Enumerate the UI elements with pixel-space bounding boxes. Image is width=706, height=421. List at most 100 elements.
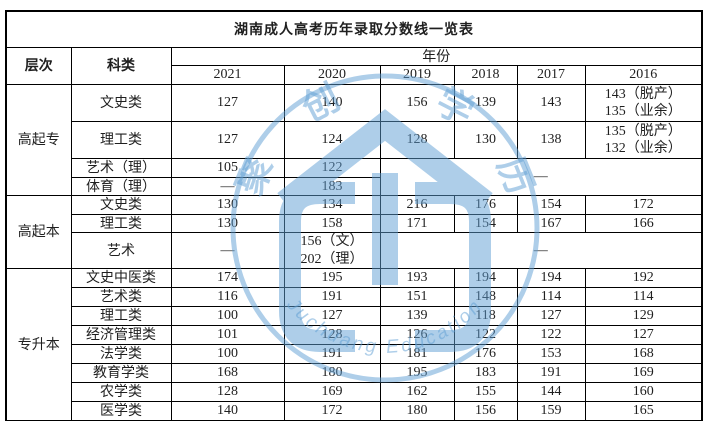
score-cell: 194	[516, 268, 586, 288]
score-cell: 172	[584, 195, 703, 215]
score-cell: 181	[379, 344, 455, 364]
table-row: 理工类 100 127 139 118 127 129	[6, 306, 703, 326]
category-cell: 艺术（理）	[70, 158, 172, 178]
score-cell: 118	[453, 306, 518, 326]
score-cell: 143（脱产） 135（业余）	[584, 84, 703, 122]
table-row: 农学类 128 169 162 155 144 160	[6, 382, 703, 402]
score-cell: 127	[170, 121, 285, 159]
score-cell: 126	[379, 325, 455, 345]
level-cell: 专升本	[5, 268, 72, 421]
category-cell: 教育学类	[70, 363, 172, 383]
table-row: 艺术类 116 191 151 148 114 114	[6, 287, 703, 307]
score-cell: 114	[584, 287, 703, 307]
score-cell: 140	[283, 84, 381, 122]
score-cell: 192	[584, 268, 703, 288]
score-cell: 168	[584, 344, 703, 364]
score-cell: —	[170, 232, 285, 269]
table-row: 医学类 140 172 180 156 159 165	[6, 401, 703, 421]
score-cell: 160	[584, 382, 703, 402]
score-cell: 130	[453, 121, 518, 159]
score-cell: 166	[584, 213, 703, 233]
score-cell: 172	[283, 401, 381, 421]
score-cell: 162	[379, 382, 455, 402]
score-cell: 193	[379, 268, 455, 288]
column-header-category: 科类	[70, 46, 172, 85]
table-row: 教育学类 168 180 195 183 191 169	[6, 363, 703, 383]
score-cell: 191	[516, 363, 586, 383]
score-cell: 216	[379, 195, 455, 215]
score-cell: 130	[170, 213, 285, 233]
table-row: 经济管理类 101 128 126 122 122 127	[6, 325, 703, 345]
category-cell: 农学类	[70, 382, 172, 402]
score-cell: 139	[453, 84, 518, 122]
table-row: 高起本 文史类 130 134 216 176 154 172	[5, 195, 703, 269]
score-cell: 144	[516, 382, 586, 402]
score-cell: 167	[516, 213, 586, 233]
score-cell: 176	[453, 195, 518, 215]
score-cell: 151	[379, 287, 455, 307]
score-cell: 156（文） 202（理）	[283, 232, 381, 269]
score-cell: 154	[453, 213, 518, 233]
table-row: 艺术（理） 105 122 —	[6, 158, 703, 196]
score-cell: 171	[379, 213, 455, 233]
category-cell: 文史中医类	[70, 268, 172, 288]
score-cell: 100	[170, 344, 285, 364]
category-cell: 理工类	[70, 213, 172, 233]
score-cell: 176	[453, 344, 518, 364]
score-cell: 154	[516, 195, 586, 215]
score-cell: 155	[453, 382, 518, 402]
score-cell: 195	[283, 268, 381, 288]
score-cell: 159	[516, 401, 586, 421]
score-cell: 191	[283, 344, 381, 364]
year-header: 2019	[379, 65, 455, 85]
level-cell: 高起专	[5, 84, 72, 196]
year-header: 2018	[453, 65, 518, 85]
score-cell: 127	[584, 325, 703, 345]
score-cell: 130	[170, 195, 285, 215]
score-cell: 148	[453, 287, 518, 307]
score-cell: 143	[516, 84, 586, 122]
score-cell: 122	[453, 325, 518, 345]
score-cell: 174	[170, 268, 285, 288]
category-cell: 经济管理类	[70, 325, 172, 345]
score-cell: 127	[516, 306, 586, 326]
score-cell: 158	[283, 213, 381, 233]
score-cell: 194	[453, 268, 518, 288]
score-cell: 153	[516, 344, 586, 364]
score-cell: 180	[283, 363, 381, 383]
score-cell: 156	[453, 401, 518, 421]
score-cell: 128	[170, 382, 285, 402]
score-cell: 195	[379, 363, 455, 383]
table-row: 理工类 130 158 171 154 167 166	[6, 213, 703, 233]
score-cell: 101	[170, 325, 285, 345]
year-header: 2016	[584, 65, 703, 85]
score-cell: 116	[170, 287, 285, 307]
year-header: 2021	[170, 65, 285, 85]
score-cell: 169	[584, 363, 703, 383]
category-cell: 艺术	[70, 232, 172, 269]
score-cell: —	[170, 176, 285, 196]
score-table: 湖南成人高考历年录取分数线一览表 层次 科类 年份 2021 2020 2019…	[5, 10, 703, 421]
score-cell: 122	[283, 158, 381, 178]
merged-score-cell: —	[379, 158, 703, 196]
score-cell: 127	[283, 306, 381, 326]
score-cell: 169	[283, 382, 381, 402]
category-cell: 文史类	[70, 84, 172, 122]
score-cell: 156	[379, 84, 455, 122]
column-header-year: 年份	[170, 46, 703, 66]
score-cell: 124	[283, 121, 381, 159]
category-cell: 体育（理）	[70, 176, 172, 196]
year-header: 2017	[516, 65, 586, 85]
level-cell: 高起本	[5, 195, 72, 269]
table-row: 专升本 文史中医类 174 195 193 194 194 192	[5, 268, 703, 421]
score-cell: 139	[379, 306, 455, 326]
column-header-level: 层次	[5, 46, 72, 85]
score-cell: 129	[584, 306, 703, 326]
score-cell: 128	[283, 325, 381, 345]
score-cell: 165	[584, 401, 703, 421]
score-cell: 183	[453, 363, 518, 383]
category-cell: 文史类	[70, 195, 172, 215]
category-cell: 法学类	[70, 344, 172, 364]
score-cell: 114	[516, 287, 586, 307]
